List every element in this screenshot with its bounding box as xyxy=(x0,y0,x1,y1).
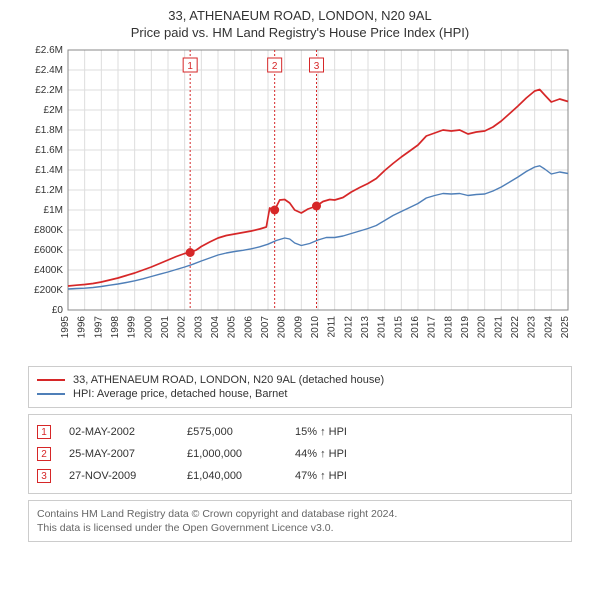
svg-text:1999: 1999 xyxy=(127,316,138,339)
marker-row: 3 27-NOV-2009 £1,040,000 47% ↑ HPI xyxy=(37,465,563,487)
svg-text:2016: 2016 xyxy=(410,316,421,339)
svg-text:£1.8M: £1.8M xyxy=(35,125,63,136)
svg-text:2019: 2019 xyxy=(460,316,471,339)
svg-text:£800K: £800K xyxy=(34,225,63,236)
svg-text:2002: 2002 xyxy=(177,316,188,339)
svg-text:2015: 2015 xyxy=(393,316,404,339)
marker-price: £575,000 xyxy=(187,426,277,438)
svg-text:2025: 2025 xyxy=(560,316,571,339)
svg-text:2004: 2004 xyxy=(210,316,221,339)
marker-date: 25-MAY-2007 xyxy=(69,448,169,460)
license-line: Contains HM Land Registry data © Crown c… xyxy=(37,507,563,521)
svg-text:1995: 1995 xyxy=(60,316,71,339)
marker-price: £1,040,000 xyxy=(187,470,277,482)
svg-text:2003: 2003 xyxy=(193,316,204,339)
svg-text:2: 2 xyxy=(272,61,278,72)
marker-number: 2 xyxy=(37,447,51,461)
svg-text:£0: £0 xyxy=(52,305,64,316)
marker-date: 27-NOV-2009 xyxy=(69,470,169,482)
svg-text:2007: 2007 xyxy=(260,316,271,339)
svg-text:£600K: £600K xyxy=(34,245,63,256)
page-subtitle: Price paid vs. HM Land Registry's House … xyxy=(0,25,600,40)
svg-text:2024: 2024 xyxy=(543,316,554,339)
svg-text:2001: 2001 xyxy=(160,316,171,339)
marker-delta: 44% ↑ HPI xyxy=(295,448,385,460)
svg-text:2020: 2020 xyxy=(477,316,488,339)
marker-row: 2 25-MAY-2007 £1,000,000 44% ↑ HPI xyxy=(37,443,563,465)
sale-markers-table: 1 02-MAY-2002 £575,000 15% ↑ HPI 2 25-MAY-200… xyxy=(28,414,572,494)
svg-text:2005: 2005 xyxy=(227,316,238,339)
svg-text:3: 3 xyxy=(314,61,320,72)
legend-item: HPI: Average price, detached house, Barn… xyxy=(37,387,563,401)
svg-text:£1.6M: £1.6M xyxy=(35,145,63,156)
svg-text:2023: 2023 xyxy=(527,316,538,339)
svg-text:2018: 2018 xyxy=(443,316,454,339)
svg-text:2022: 2022 xyxy=(510,316,521,339)
marker-number: 3 xyxy=(37,469,51,483)
svg-text:1996: 1996 xyxy=(77,316,88,339)
svg-text:2008: 2008 xyxy=(277,316,288,339)
marker-delta: 15% ↑ HPI xyxy=(295,426,385,438)
svg-text:£1M: £1M xyxy=(44,205,63,216)
svg-text:£200K: £200K xyxy=(34,285,63,296)
legend-swatch xyxy=(37,393,65,395)
svg-text:2017: 2017 xyxy=(427,316,438,339)
svg-text:£2.2M: £2.2M xyxy=(35,85,63,96)
legend-item: 33, ATHENAEUM ROAD, LONDON, N20 9AL (det… xyxy=(37,373,563,387)
svg-text:1997: 1997 xyxy=(93,316,104,339)
svg-text:2000: 2000 xyxy=(143,316,154,339)
legend-swatch xyxy=(37,379,65,381)
license-line: This data is licensed under the Open Gov… xyxy=(37,521,563,535)
page-title: 33, ATHENAEUM ROAD, LONDON, N20 9AL xyxy=(0,8,600,23)
svg-text:2013: 2013 xyxy=(360,316,371,339)
svg-text:2010: 2010 xyxy=(310,316,321,339)
price-chart: £0 £200K £400K £600K £800K £1M £1.2M £1.4M £1.6M… xyxy=(20,40,580,360)
marker-row: 1 02-MAY-2002 £575,000 15% ↑ HPI xyxy=(37,421,563,443)
svg-text:1998: 1998 xyxy=(110,316,121,339)
svg-text:£2.4M: £2.4M xyxy=(35,65,63,76)
legend-label: HPI: Average price, detached house, Barn… xyxy=(73,388,287,400)
legend: 33, ATHENAEUM ROAD, LONDON, N20 9AL (det… xyxy=(28,366,572,408)
svg-text:£400K: £400K xyxy=(34,265,63,276)
marker-date: 02-MAY-2002 xyxy=(69,426,169,438)
marker-number: 1 xyxy=(37,425,51,439)
legend-label: 33, ATHENAEUM ROAD, LONDON, N20 9AL (det… xyxy=(73,374,384,386)
marker-price: £1,000,000 xyxy=(187,448,277,460)
svg-text:£1.2M: £1.2M xyxy=(35,185,63,196)
svg-text:2021: 2021 xyxy=(493,316,504,339)
svg-text:£2M: £2M xyxy=(44,105,63,116)
svg-text:£1.4M: £1.4M xyxy=(35,165,63,176)
svg-text:2011: 2011 xyxy=(327,316,338,338)
license-notice: Contains HM Land Registry data © Crown c… xyxy=(28,500,572,542)
svg-text:2014: 2014 xyxy=(377,316,388,339)
svg-text:2012: 2012 xyxy=(343,316,354,339)
svg-text:2009: 2009 xyxy=(293,316,304,339)
marker-delta: 47% ↑ HPI xyxy=(295,470,385,482)
svg-text:2006: 2006 xyxy=(243,316,254,339)
svg-text:£2.6M: £2.6M xyxy=(35,45,63,56)
svg-text:1: 1 xyxy=(187,61,193,72)
